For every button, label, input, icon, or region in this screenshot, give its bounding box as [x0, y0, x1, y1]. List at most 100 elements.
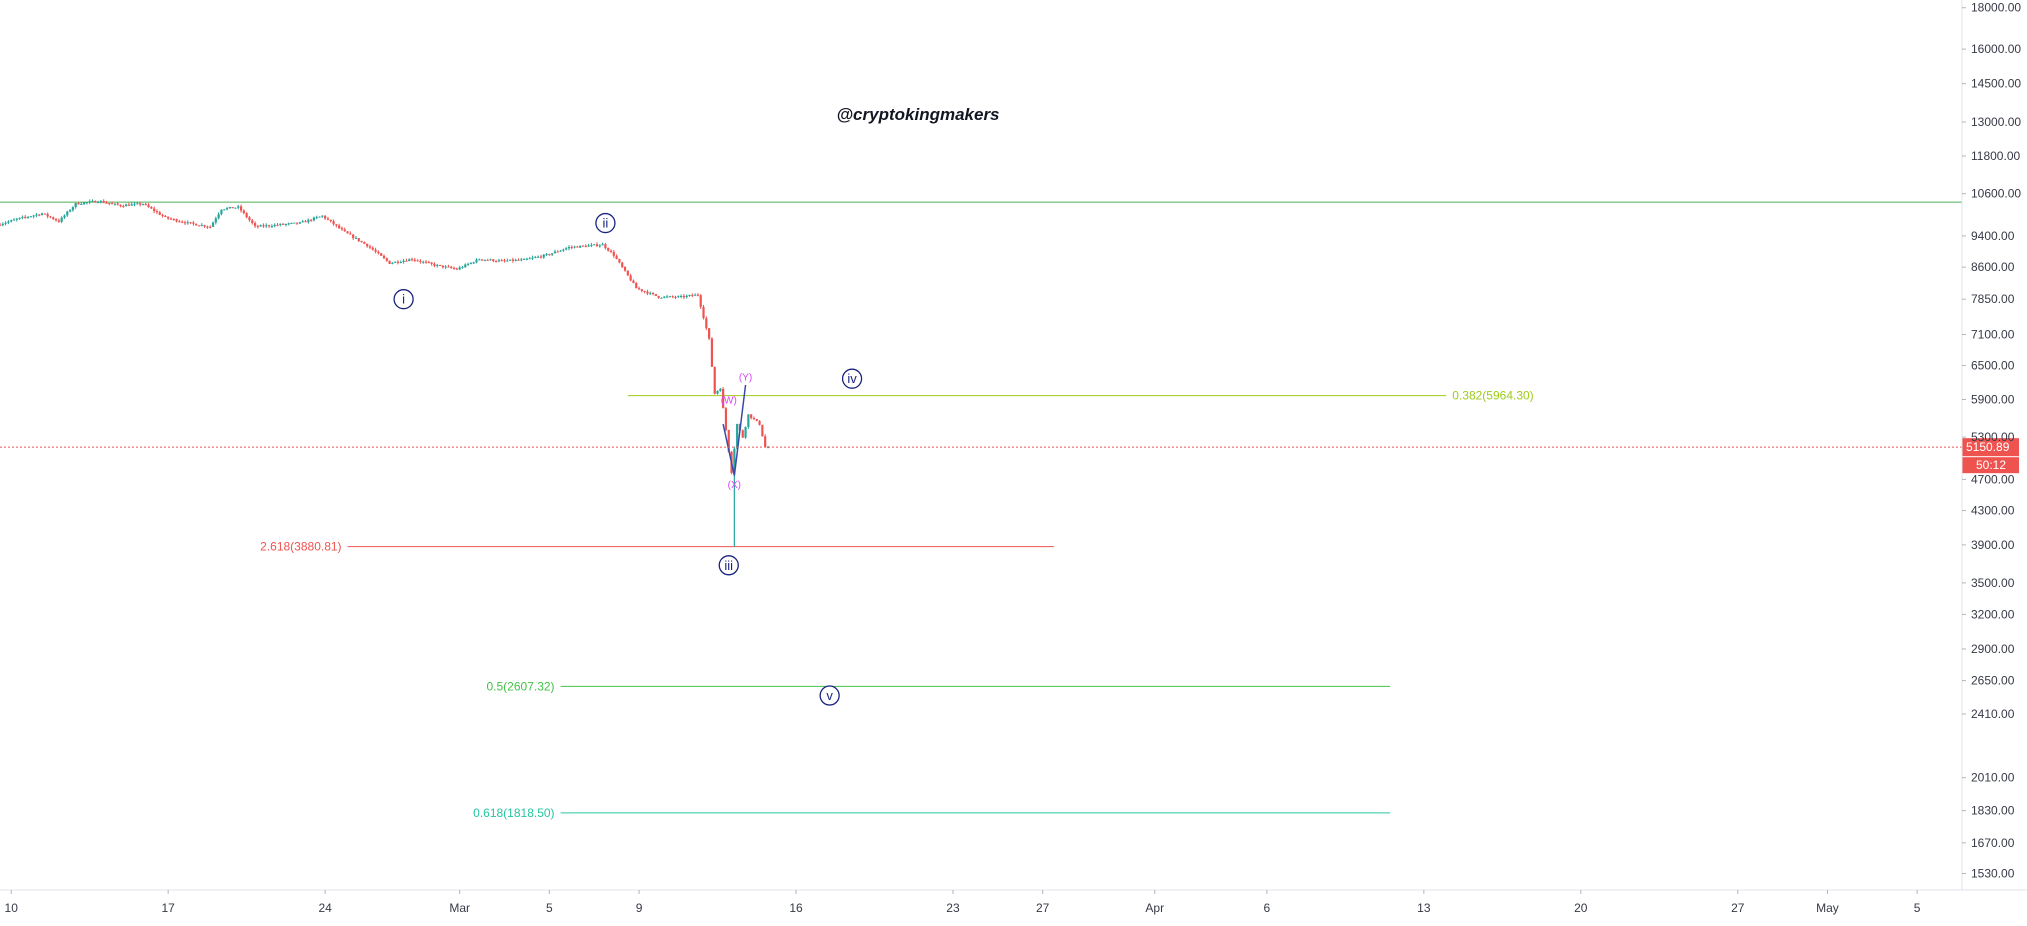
- candle-body: [340, 228, 344, 230]
- candle-body: [329, 219, 332, 222]
- candle-body: [455, 268, 458, 270]
- candle-body: [32, 215, 35, 217]
- candle-body: [108, 202, 111, 204]
- candle-body: [436, 264, 439, 266]
- candle-body: [509, 259, 512, 261]
- y-tick-label: 1830.00: [1971, 804, 2015, 818]
- candle-body: [495, 261, 498, 263]
- candle-body: [273, 224, 276, 227]
- x-tick-label: 5: [546, 901, 553, 915]
- candle-body: [284, 224, 287, 226]
- candle-body: [144, 204, 147, 206]
- candle-body: [203, 225, 206, 227]
- candle-body: [346, 231, 349, 234]
- candle-body: [281, 223, 285, 225]
- candle-body: [506, 260, 509, 262]
- wave-circle: [819, 685, 840, 706]
- candle-body: [150, 207, 153, 209]
- candle-body: [696, 294, 700, 296]
- x-tick-label: Apr: [1145, 901, 1164, 915]
- candle-body: [567, 247, 571, 249]
- candle-body: [125, 204, 128, 207]
- x-axis[interactable]: 10 17 24 Mar 5 9 16 23 27 Apr 6 13 20 27 May 5: [5, 890, 1921, 915]
- candle-body: [21, 216, 24, 218]
- candle-body: [651, 292, 655, 295]
- x-tick-label: 5: [1914, 901, 1921, 915]
- candle-body: [380, 253, 383, 256]
- candle-body: [71, 207, 74, 211]
- candle-body: [26, 216, 30, 218]
- candle-body: [595, 244, 599, 247]
- candle-body: [287, 223, 290, 225]
- candle-body: [161, 214, 164, 216]
- candles: [0, 199, 770, 475]
- candle-body: [237, 206, 240, 208]
- candle-body: [164, 215, 167, 217]
- candle-body: [424, 261, 428, 263]
- candle-body: [298, 222, 302, 224]
- candle-body: [211, 222, 215, 227]
- y-axis[interactable]: 18000.00 16000.00 14500.00 13000.00 11800.00…: [1962, 1, 2021, 881]
- candle-body: [677, 296, 680, 298]
- candle-body: [722, 388, 725, 409]
- candle-body: [598, 245, 601, 247]
- candle-body: [573, 246, 576, 248]
- current-price-label: 5150.89: [1966, 440, 2010, 454]
- candle-body: [122, 206, 125, 208]
- candle-body: [119, 204, 122, 207]
- candle-body: [97, 202, 100, 204]
- x-tick-label: Mar: [449, 901, 470, 915]
- candle-body: [646, 291, 649, 294]
- candle-body: [492, 259, 495, 262]
- candle-body: [534, 257, 537, 259]
- candle-body: [206, 226, 209, 228]
- candle-body: [747, 414, 750, 427]
- candle-body: [559, 250, 562, 252]
- candle-body: [688, 295, 691, 297]
- candle-body: [74, 202, 77, 208]
- candle-body: [419, 260, 422, 262]
- wave-label: ii: [603, 216, 609, 231]
- candle-body: [24, 216, 27, 218]
- candle-body: [629, 275, 632, 281]
- candle-body: [183, 222, 187, 224]
- candle-body: [245, 213, 248, 218]
- candle-body: [674, 296, 677, 298]
- candle-body: [12, 219, 16, 221]
- candle-body: [35, 214, 38, 216]
- candle-body: [178, 221, 181, 223]
- candle-body: [469, 262, 472, 264]
- candle-body: [343, 229, 346, 232]
- candle-body: [214, 218, 217, 223]
- candle-body: [371, 247, 374, 250]
- candle-body: [186, 222, 189, 224]
- candle-body: [708, 328, 711, 339]
- candle-body: [570, 247, 573, 249]
- candle-body: [0, 224, 2, 226]
- candle-body: [637, 288, 641, 290]
- candle-body: [335, 224, 338, 226]
- candle-body: [223, 209, 226, 211]
- y-tick-label: 8600.00: [1971, 260, 2015, 274]
- candle-body: [621, 262, 624, 268]
- candle-body: [464, 264, 467, 268]
- y-tick-label: 5900.00: [1971, 392, 2015, 406]
- candle-body: [483, 259, 486, 261]
- candle-body: [366, 243, 369, 247]
- candle-body: [80, 204, 83, 206]
- candle-body: [4, 222, 7, 224]
- candle-body: [242, 210, 245, 214]
- candle-body: [116, 203, 119, 205]
- candle-body: [528, 258, 531, 260]
- level-label: 0.618(1818.50): [473, 806, 554, 820]
- candle-body: [433, 263, 436, 266]
- candle-body: [388, 260, 391, 264]
- wave-circle: [393, 289, 414, 310]
- candle-body: [452, 268, 456, 270]
- candle-body: [640, 289, 643, 291]
- x-tick-label: 27: [1731, 901, 1745, 915]
- candle-body: [307, 219, 310, 223]
- candle-body: [147, 204, 150, 208]
